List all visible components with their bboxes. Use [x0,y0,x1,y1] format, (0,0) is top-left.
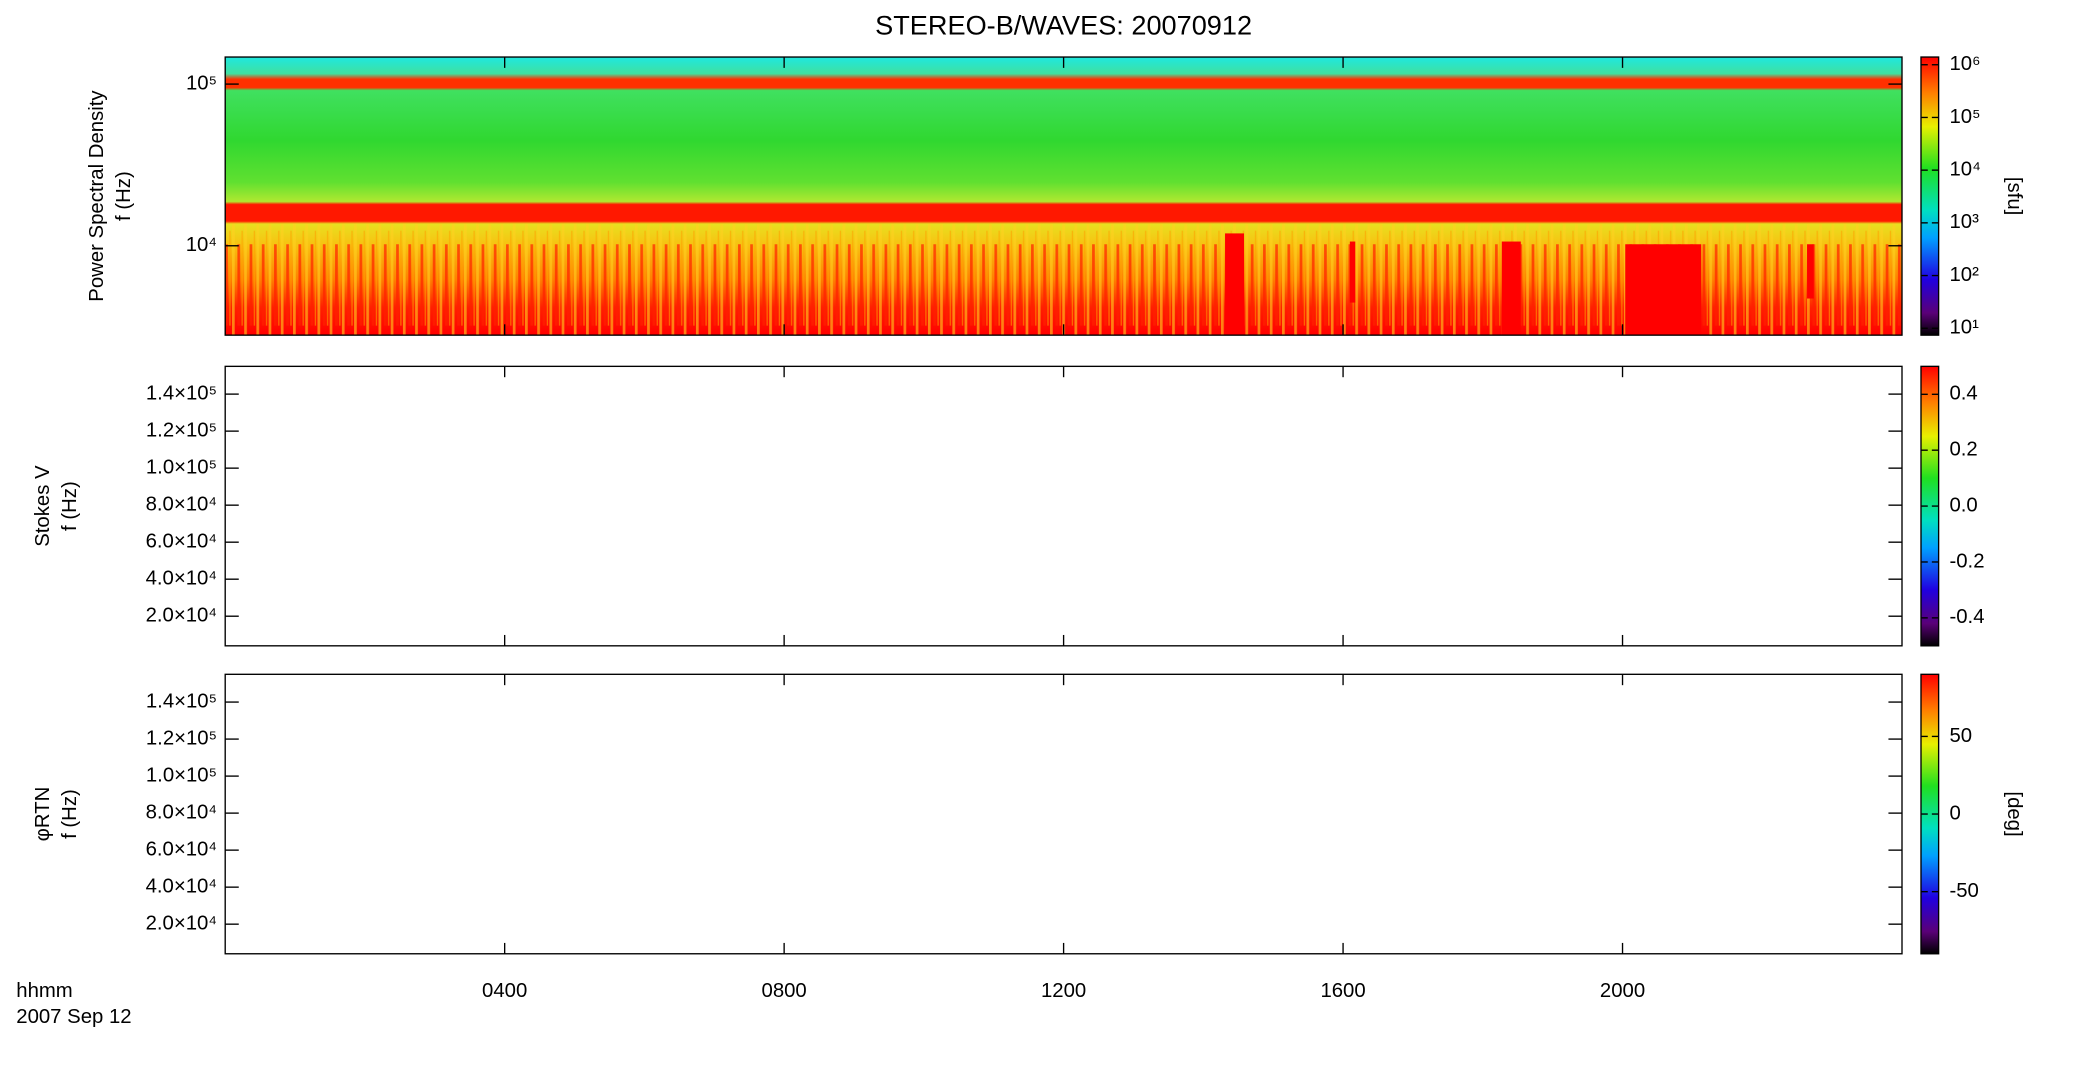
x-tick-label: 1200 [1041,980,1086,1002]
y-tick-label: 8.0×10⁴ [146,494,217,516]
y-tick-label: 6.0×10⁴ [146,839,217,861]
burst [1349,241,1356,303]
y-axis-label: φRTN [32,787,54,842]
burst [1807,244,1814,299]
colorbar-tick-label: -0.4 [1949,606,1984,628]
x-tick-label: 0800 [762,980,807,1002]
colorbar-label: [deg] [2003,791,2025,836]
burst [1225,233,1245,336]
y-axis-label: f (Hz) [59,481,81,531]
y-tick-label: 4.0×10⁴ [146,568,217,590]
x-tick-label: 2000 [1600,980,1645,1002]
y-tick-label: 1.4×10⁵ [146,382,217,404]
y-axis-label: f (Hz) [113,171,135,221]
burst [1625,244,1702,336]
colorbar-tick-label: 0.4 [1949,383,1977,405]
y-tick-label: 1.0×10⁵ [146,457,217,479]
colorbar-tick-label: 50 [1949,725,1972,747]
colorbar-tick-label: 10² [1949,264,1979,286]
y-tick-label: 1.2×10⁵ [146,727,217,749]
y-axis-label: Power Spectral Density [86,90,108,302]
colorbar-tick-label: -0.2 [1949,550,1984,572]
colorbar-tick-label: -50 [1949,880,1978,902]
colorbar-tick-label: 10⁵ [1949,106,1980,128]
y-tick-label: 1.2×10⁵ [146,420,217,442]
y-tick-label: 6.0×10⁴ [146,531,217,553]
colorbar-tick-label: 10³ [1949,211,1979,233]
annotation: hhmm [16,980,72,1002]
y-tick-label: 2.0×10⁴ [146,913,217,935]
y-tick-label: 10⁵ [186,72,217,94]
colorbar [1920,56,1940,336]
colorbar-tick-label: 0.0 [1949,494,1977,516]
colorbar-label: [sfu] [2003,177,2025,215]
x-tick-label: 1600 [1320,980,1365,1002]
colorbar-tick-label: 10⁶ [1949,53,1980,75]
plot-frame [224,673,1903,955]
y-tick-label: 1.0×10⁵ [146,764,217,786]
spectrogram [225,57,1903,336]
y-axis-label: f (Hz) [59,789,81,839]
spectrogram-texture [225,223,1903,336]
burst [1501,241,1521,336]
y-tick-label: 2.0×10⁴ [146,605,217,627]
colorbar-tick-label: 10¹ [1949,317,1979,339]
colorbar-tick-label: 0.2 [1949,439,1977,461]
y-tick-label: 1.4×10⁵ [146,690,217,712]
chart-title: STEREO-B/WAVES: 20070912 [875,9,1252,40]
colorbar-tick-label: 10⁴ [1949,159,1980,181]
y-tick-label: 8.0×10⁴ [146,801,217,823]
y-tick-label: 4.0×10⁴ [146,876,217,898]
y-tick-label: 10⁴ [186,234,217,256]
annotation: 2007 Sep 12 [16,1006,131,1028]
y-axis-label: Stokes V [32,465,54,547]
colorbar-tick-label: 0 [1949,802,1960,824]
plot-frame [224,365,1903,647]
x-tick-label: 0400 [482,980,527,1002]
